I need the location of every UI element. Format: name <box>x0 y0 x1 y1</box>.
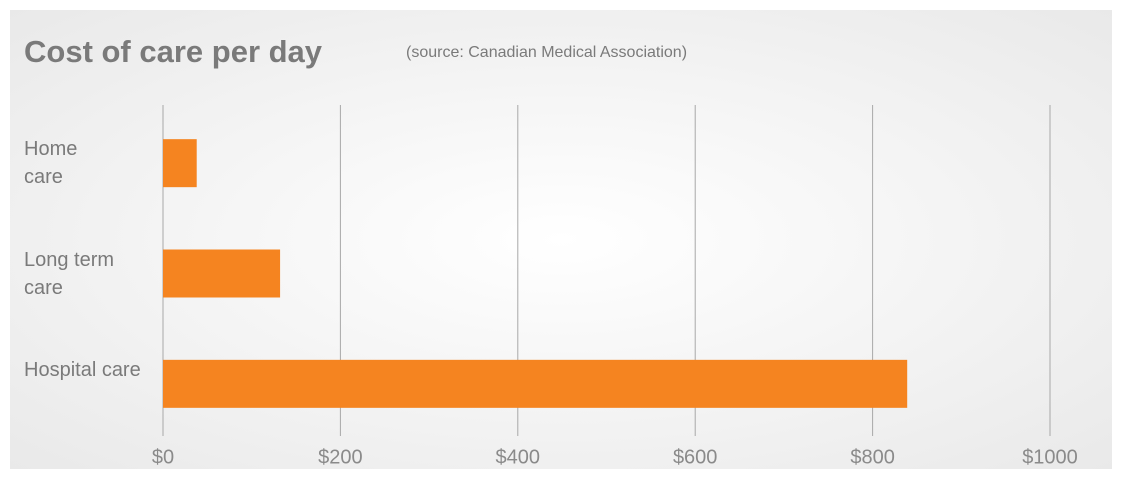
x-tick-label: $1000 <box>1022 446 1078 468</box>
chart-subtitle: (source: Canadian Medical Association) <box>406 44 688 61</box>
chart-title: Cost of care per day <box>24 34 323 69</box>
x-tick-label: $200 <box>318 446 363 468</box>
x-tick-label: $400 <box>496 446 541 468</box>
bar <box>163 249 281 298</box>
x-tick-label: $600 <box>673 446 718 468</box>
x-tick-label: $0 <box>152 446 174 468</box>
bar <box>163 139 197 188</box>
x-tick-label: $800 <box>850 446 895 468</box>
y-tick-label: Home care <box>24 138 78 189</box>
bar <box>163 359 908 408</box>
y-tick-label: Long term care <box>24 248 115 299</box>
y-tick-label: Hospital care <box>24 358 141 381</box>
